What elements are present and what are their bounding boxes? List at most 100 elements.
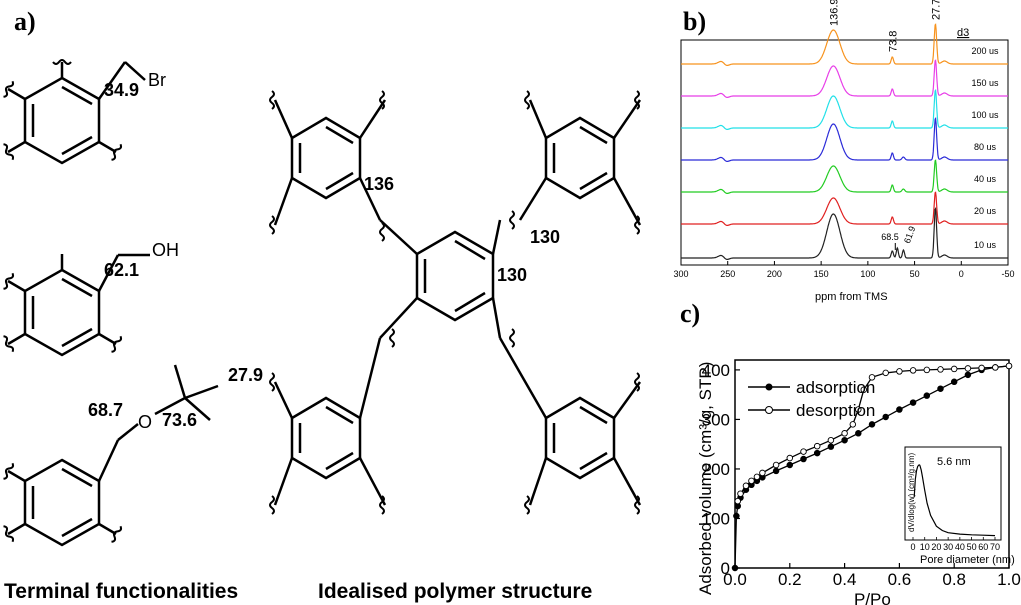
inset-distribution-line [913,464,996,537]
nmr-spectrum-line [681,159,1008,194]
ether-quat-shift-label: 73.6 [162,410,197,430]
hydroxyl-label: OH [152,240,179,260]
isotherm-adsorption-point [937,385,944,392]
isotherm-desorption-point [992,364,999,371]
nmr-spectrum-line [681,88,1008,130]
polymer-structure [268,89,642,516]
isotherm-x-tick-label: 0.0 [723,570,747,589]
isotherm-desorption-point [1005,362,1013,370]
nmr-spectrum-line [681,23,1008,66]
isotherm-desorption-point [759,469,766,477]
nmr-chart: 300 250 200 150 100 50 0 -50 200 us 150 us 100 us… [673,0,1014,303]
isotherm-adsorption-point [923,392,931,399]
polymer-core-shift-label: 130 [497,265,527,285]
inset-x-tick-label: 10 [920,542,930,552]
isotherm-x-tick-label: 0.4 [833,570,857,589]
isotherm-adsorption-point [841,436,848,444]
nmr-legend-title: d3 [957,27,969,39]
isotherm-desorption-point [753,473,761,481]
oxygen-label: O [138,412,152,432]
isotherm-desorption-point [800,448,807,455]
inset-y-axis-label: dV/dlog(w) (cm³/g.nm) [907,453,916,532]
isotherm-adsorption-point [731,564,739,572]
isotherm-desorption-point [786,454,794,462]
tbutyl-ether-structure [0,364,219,547]
alcohol-shift-label: 62.1 [104,260,139,280]
nmr-peak-labels: 136.9 73.8 27.7 68.5 61.9 [828,0,942,250]
idealised-polymer-caption: Idealised polymer structure [318,580,592,603]
inset-peak-annotation: 5.6 nm [937,456,971,468]
nmr-x-tick-label: 0 [959,269,964,279]
isotherm-x-tick-label: 0.8 [942,570,966,589]
nmr-series-label: 100 us [971,110,999,120]
nmr-x-ticks: 300 250 200 150 100 50 0 -50 [673,261,1015,279]
isotherm-desorption-point [734,497,741,505]
isotherm-desorption-point [813,442,821,450]
isotherm-adsorption-point [882,413,889,421]
isotherm-x-axis-label: P/Po [854,590,891,605]
isotherm-desorption-point [978,364,985,372]
isotherm-y-tick-label: 0 [721,559,730,578]
inset-x-tick-label: 50 [967,542,977,552]
isotherm-x-tick-label: 1.0 [997,570,1021,589]
polymer-ring-shift-label: 136 [364,174,394,194]
inset-x-tick-label: 70 [990,542,1000,552]
nmr-x-tick-label: 150 [814,269,829,279]
nmr-peak-label: 61.9 [902,225,917,245]
nmr-peak-label: 136.9 [828,0,840,26]
nmr-x-tick-label: 200 [767,269,782,279]
legend-desorption: desorption [796,401,875,420]
nmr-spectra [681,23,1008,260]
isotherm-adsorption-point [896,406,903,413]
isotherm-plot-frame [734,359,1010,569]
isotherm-y-tick-label: 100 [702,509,730,528]
nmr-series-label: 10 us [974,240,997,250]
inset-x-tick-label: 30 [943,542,953,552]
nmr-series-label: 20 us [974,206,997,216]
isotherm-desorption-point [896,368,903,375]
isotherm-desorption-point [748,477,755,485]
polymer-bridge-shift-label: 130 [530,227,560,247]
isotherm-desorption-point [964,365,972,372]
nmr-peak-label: 68.5 [881,232,899,242]
nmr-peak-label: 27.7 [930,0,942,20]
nmr-spectrum-line [681,59,1008,98]
benzyl-bromide-structure [0,58,146,165]
nmr-series-label: 40 us [974,174,997,184]
isotherm-adsorption-point [827,443,835,450]
isotherm-adsorption-point [733,512,740,520]
nmr-x-tick-label: -50 [1001,269,1014,279]
isotherm-adsorption-point [800,455,807,463]
isotherm-desorption-point [860,386,868,393]
pore-size-inset: 0 10 20 30 40 50 60 70 dV/dlog(w) (cm³/g.nm) Po… [904,446,1015,566]
nmr-series-label: 80 us [974,142,997,152]
isotherm-desorption-point [868,374,876,381]
isotherm-adsorption-point [909,399,917,406]
panel-c-label: c) [680,299,700,328]
ether-ch2-shift-label: 68.7 [88,400,123,420]
isotherm-y-axis-label: Adsorbed volume (cm³/g, STP) [696,362,715,595]
bromine-label: Br [148,70,166,90]
nmr-x-tick-label: 300 [673,269,688,279]
nmr-series-label: 150 us [971,78,999,88]
nmr-spectrum-line [681,206,1008,260]
nmr-series-label: 200 us [971,46,999,56]
inset-x-tick-label: 60 [978,542,988,552]
inset-x-axis-label: Pore diameter (nm) [920,554,1015,566]
isotherm-y-tick-label: 300 [702,410,730,429]
nmr-series-labels: 200 us 150 us 100 us 80 us 40 us 20 us 10 us [971,46,999,250]
isotherm-desorption-point [841,430,848,437]
inset-x-tick-label: 40 [955,542,965,552]
isotherm-desorption-point [742,482,750,490]
isotherm-desorption-point [923,366,931,374]
panel-a-label: a) [14,7,36,36]
isotherm-desorption-point [849,421,857,428]
isotherm-desorption-point [772,461,780,469]
terminal-functionalities-caption: Terminal functionalities [4,580,238,603]
nmr-peak-label: 73.8 [887,31,899,52]
isotherm-adsorption-point [772,467,780,475]
inset-curve [913,464,996,537]
isotherm-desorption-point [909,367,917,374]
isotherm-y-tick-label: 400 [702,361,730,380]
